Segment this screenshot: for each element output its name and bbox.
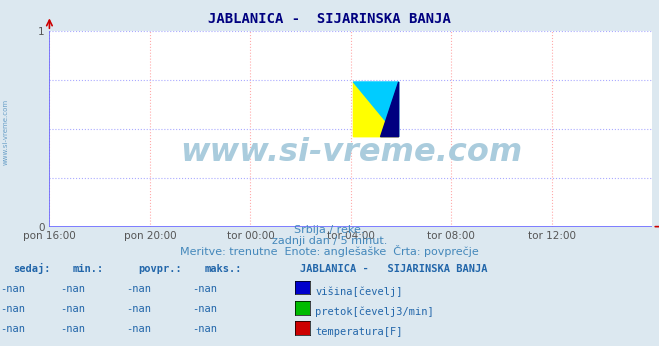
Text: zadnji dan / 5 minut.: zadnji dan / 5 minut. — [272, 236, 387, 246]
Text: maks.:: maks.: — [204, 264, 242, 274]
Text: sedaj:: sedaj: — [13, 263, 51, 274]
Polygon shape — [380, 82, 399, 137]
Text: -nan: -nan — [1, 284, 26, 294]
Text: Srbija / reke.: Srbija / reke. — [295, 225, 364, 235]
Text: Meritve: trenutne  Enote: anglešaške  Črta: povprečje: Meritve: trenutne Enote: anglešaške Črta… — [180, 245, 479, 257]
Text: -nan: -nan — [60, 304, 85, 314]
Text: povpr.:: povpr.: — [138, 264, 182, 274]
Text: min.:: min.: — [72, 264, 103, 274]
Text: JABLANICA -   SIJARINSKA BANJA: JABLANICA - SIJARINSKA BANJA — [300, 264, 488, 274]
Text: -nan: -nan — [126, 284, 151, 294]
Text: -nan: -nan — [192, 304, 217, 314]
Text: JABLANICA -  SIJARINSKA BANJA: JABLANICA - SIJARINSKA BANJA — [208, 12, 451, 26]
Text: -nan: -nan — [60, 324, 85, 334]
Text: www.si-vreme.com: www.si-vreme.com — [180, 137, 522, 168]
Text: višina[čevelj]: višina[čevelj] — [315, 286, 403, 297]
Text: -nan: -nan — [192, 284, 217, 294]
Text: -nan: -nan — [1, 304, 26, 314]
Text: temperatura[F]: temperatura[F] — [315, 327, 403, 337]
Text: pretok[čevelj3/min]: pretok[čevelj3/min] — [315, 307, 434, 317]
Text: www.si-vreme.com: www.si-vreme.com — [2, 98, 9, 165]
Text: -nan: -nan — [126, 304, 151, 314]
Text: -nan: -nan — [1, 324, 26, 334]
Text: -nan: -nan — [192, 324, 217, 334]
Polygon shape — [353, 82, 399, 137]
Polygon shape — [353, 82, 399, 137]
Text: -nan: -nan — [60, 284, 85, 294]
Text: -nan: -nan — [126, 324, 151, 334]
